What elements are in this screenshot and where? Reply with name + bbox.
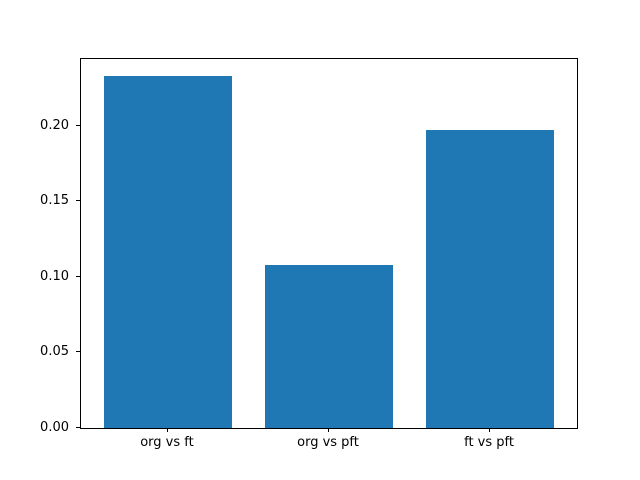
bar-org-vs-ft	[103, 76, 233, 428]
y-tick-label: 0.15	[40, 193, 69, 209]
y-tick-label: 0.00	[40, 420, 69, 435]
y-tick-mark	[76, 427, 80, 428]
bar-ft-vs-pft	[425, 130, 555, 428]
x-tick-label: org vs ft	[140, 435, 194, 450]
x-tick-mark	[328, 428, 329, 432]
y-tick-mark	[76, 200, 80, 202]
x-tick-mark	[489, 428, 491, 432]
y-tick-label: 0.20	[40, 117, 69, 133]
x-tick-label: ft vs pft	[464, 435, 514, 450]
plot-area	[80, 58, 578, 429]
x-tick-mark	[166, 428, 168, 432]
y-tick-mark	[76, 275, 80, 277]
y-tick-label: 0.10	[40, 268, 69, 284]
y-tick-mark	[76, 124, 80, 126]
y-tick-label: 0.05	[40, 344, 69, 360]
x-tick-label: org vs pft	[297, 435, 359, 450]
y-tick-mark	[76, 351, 80, 353]
bar-org-vs-pft	[264, 264, 394, 428]
